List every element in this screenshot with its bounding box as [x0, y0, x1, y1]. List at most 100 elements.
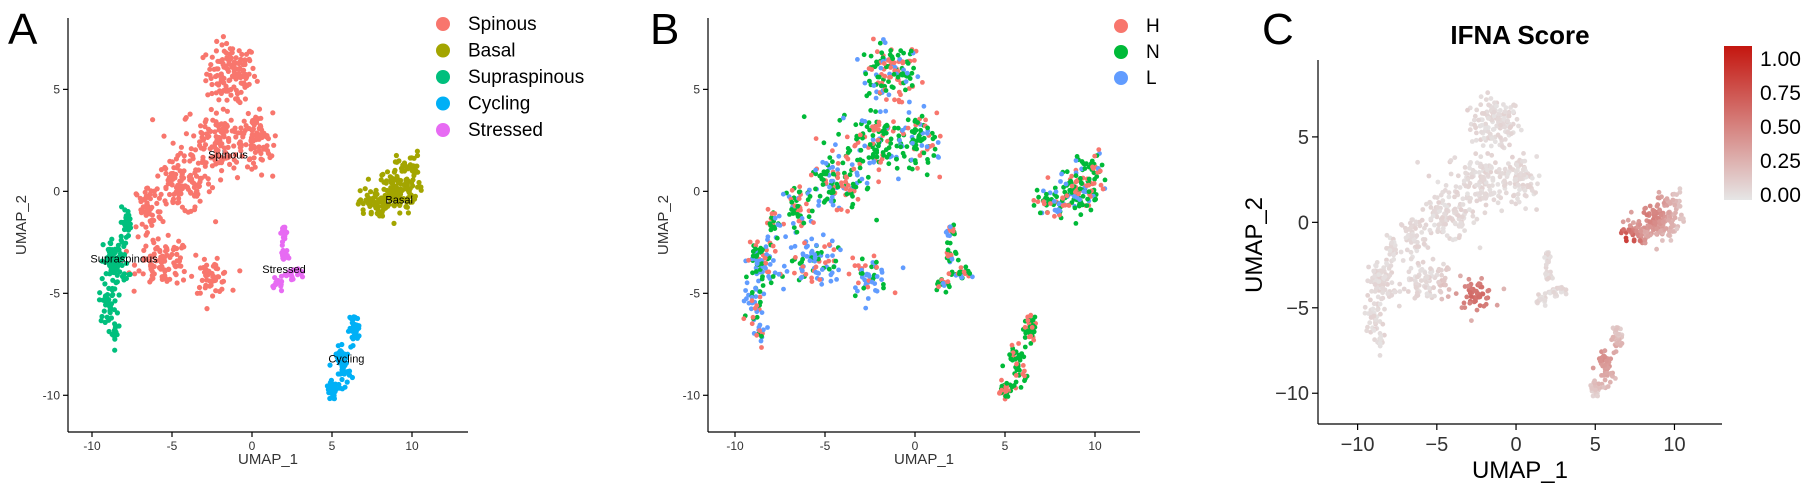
point-score	[1500, 144, 1505, 150]
point-score	[1455, 173, 1461, 179]
point-n	[890, 56, 896, 62]
point-l	[758, 338, 764, 344]
point-supraspinous	[112, 333, 118, 339]
point-spinous	[149, 204, 155, 210]
point-h	[843, 154, 849, 160]
point-spinous	[209, 90, 215, 97]
point-spinous	[213, 153, 219, 159]
point-n	[877, 40, 883, 46]
point-n	[886, 79, 891, 84]
point-score	[1438, 192, 1444, 198]
point-l	[1059, 171, 1064, 177]
x-tick-label: 10	[405, 439, 419, 453]
point-score	[1461, 178, 1467, 184]
point-n	[953, 251, 959, 256]
point-score	[1382, 306, 1387, 312]
point-score	[1458, 220, 1464, 226]
point-score	[1522, 158, 1528, 164]
point-n	[881, 282, 886, 287]
point-score	[1494, 302, 1500, 308]
point-n	[1036, 194, 1041, 200]
point-score	[1452, 194, 1457, 200]
point-n	[869, 264, 874, 270]
point-spinous	[229, 50, 235, 56]
point-score	[1644, 212, 1650, 218]
point-score	[1414, 244, 1419, 250]
point-score	[1443, 221, 1448, 227]
point-h	[1091, 181, 1097, 186]
point-score	[1666, 210, 1671, 216]
point-score	[1443, 282, 1448, 288]
point-h	[796, 196, 802, 202]
point-cycling	[345, 351, 351, 357]
point-l	[881, 37, 886, 42]
y-tick-label: −10	[1275, 383, 1309, 405]
y-tick-label: 0	[693, 185, 700, 199]
point-h	[1064, 193, 1070, 199]
point-h	[1097, 168, 1103, 174]
point-score	[1377, 301, 1383, 307]
point-score	[1614, 341, 1620, 346]
point-basal	[414, 148, 420, 154]
point-spinous	[195, 167, 202, 173]
y-tick-label: 0	[53, 185, 60, 199]
point-score	[1367, 320, 1373, 326]
point-score	[1414, 233, 1420, 239]
point-score	[1425, 245, 1431, 251]
point-score	[1446, 190, 1452, 196]
point-n	[864, 124, 870, 130]
point-spinous	[209, 185, 216, 191]
point-spinous	[231, 65, 237, 71]
point-score	[1399, 222, 1405, 228]
point-spinous	[166, 266, 172, 272]
point-basal	[405, 210, 411, 216]
point-score	[1483, 195, 1489, 201]
panel-c-title: IFNA Score	[1450, 20, 1589, 50]
point-score	[1418, 278, 1424, 283]
point-n	[826, 189, 832, 195]
point-h	[757, 328, 762, 333]
point-h	[857, 161, 863, 167]
point-score	[1485, 90, 1491, 96]
point-spinous	[235, 98, 241, 104]
point-n	[1078, 180, 1084, 186]
point-h	[874, 264, 879, 270]
point-n	[881, 152, 886, 158]
point-n	[826, 266, 832, 272]
point-score	[1377, 353, 1383, 358]
point-h	[920, 80, 925, 85]
point-score	[1508, 124, 1514, 130]
point-spinous	[193, 252, 199, 258]
point-l	[754, 261, 760, 267]
cluster-label-cycling: Cycling	[328, 354, 364, 366]
point-spinous	[248, 138, 254, 144]
point-n	[1054, 194, 1059, 200]
point-spinous	[238, 56, 244, 62]
point-spinous	[203, 272, 209, 278]
panel-a-y-ticks: -10 -5 0 5	[43, 83, 68, 402]
point-cycling	[347, 325, 353, 331]
panel-b-label: B	[650, 5, 679, 54]
point-n	[851, 183, 857, 189]
point-score	[1648, 224, 1653, 230]
point-score	[1401, 286, 1407, 292]
point-spinous	[207, 66, 213, 72]
point-n	[908, 48, 914, 54]
point-spinous	[217, 155, 223, 161]
point-spinous	[217, 58, 223, 64]
point-spinous	[203, 78, 209, 84]
point-spinous	[214, 38, 220, 45]
point-l	[815, 270, 820, 276]
point-score	[1474, 198, 1480, 204]
point-n	[820, 182, 826, 187]
point-supraspinous	[106, 253, 112, 259]
point-score	[1362, 304, 1368, 310]
x-tick-label: 5	[1002, 439, 1009, 453]
point-h	[946, 271, 952, 277]
point-spinous	[175, 162, 181, 169]
point-l	[871, 159, 877, 165]
point-spinous	[262, 144, 269, 151]
point-n	[874, 217, 879, 223]
point-l	[1081, 189, 1087, 195]
